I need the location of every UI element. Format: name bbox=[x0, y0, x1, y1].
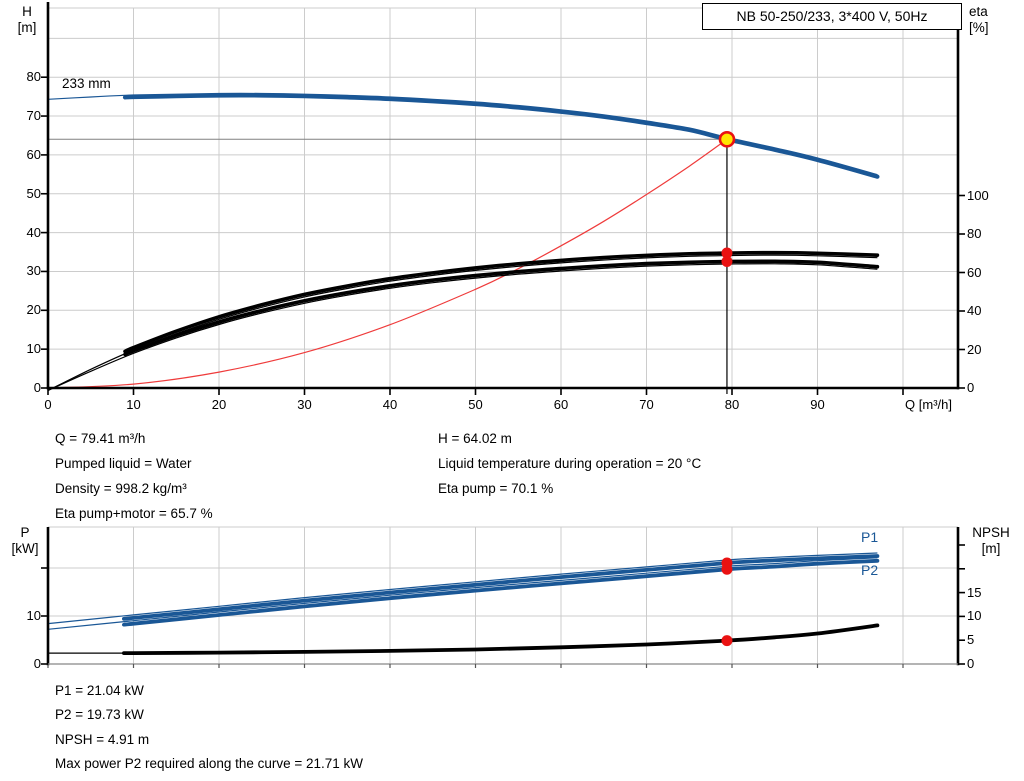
system-curve-curve-thin bbox=[47, 138, 728, 389]
npsh-axis-title: NPSH [m] bbox=[962, 525, 1020, 557]
eta-axis-tick-label: 40 bbox=[967, 303, 982, 318]
eta-axis-title-unit: [%] bbox=[969, 20, 989, 35]
info-density: Density = 998.2 kg/m³ bbox=[55, 481, 187, 496]
p-axis-title: P [kW] bbox=[6, 525, 44, 557]
info-eta-pump: Eta pump = 70.1 % bbox=[438, 481, 554, 496]
h-axis-tick-label: 40 bbox=[26, 224, 41, 240]
npsh-duty-dot[interactable] bbox=[721, 635, 733, 647]
p-axis-tick-label: 10 bbox=[26, 608, 41, 623]
p1-curve bbox=[121, 554, 880, 621]
npsh-curve bbox=[121, 623, 880, 656]
eta-pump-motor-curve-thin bbox=[47, 263, 878, 392]
result-max-power: Max power P2 required along the curve = … bbox=[55, 756, 364, 771]
p2-curve-thin bbox=[47, 557, 878, 630]
npsh-axis-tick-label: 10 bbox=[967, 608, 982, 624]
duty-point-marker[interactable] bbox=[718, 130, 736, 148]
eta-pump-motor-duty-dot bbox=[721, 256, 733, 268]
h-axis-tick-label: 0 bbox=[33, 380, 41, 395]
info-pumped-liquid: Pumped liquid = Water bbox=[55, 456, 192, 471]
eta-axis-tick-label: 100 bbox=[967, 187, 989, 203]
p2-curve-label: P2 bbox=[861, 562, 879, 578]
q-axis-tick-label: 70 bbox=[639, 397, 654, 412]
eta-pump-duty-dot bbox=[721, 247, 733, 259]
info-h: H = 64.02 m bbox=[438, 431, 512, 446]
npsh-axis-tick-label: 5 bbox=[967, 632, 975, 648]
pump-model-title: NB 50-250/233, 3*400 V, 50Hz bbox=[702, 3, 962, 30]
q-axis-unit-label: Q [m³/h] bbox=[905, 397, 952, 412]
q-axis-tick-label: 30 bbox=[297, 397, 312, 412]
npsh-axis-tick-label: 0 bbox=[967, 656, 975, 671]
result-p1: P1 = 21.04 kW bbox=[55, 683, 144, 698]
q-axis-tick-label: 10 bbox=[126, 397, 141, 412]
npsh-axis-title-unit: [m] bbox=[981, 541, 1001, 556]
p2-curve bbox=[121, 558, 880, 627]
h-axis-tick-label: 70 bbox=[26, 108, 41, 124]
h-axis-tick-label: 30 bbox=[26, 263, 41, 279]
q-axis-tick-label: 90 bbox=[810, 397, 825, 412]
info-eta-pump-motor: Eta pump+motor = 65.7 % bbox=[55, 506, 213, 521]
head-233mm-curve bbox=[122, 93, 880, 179]
p1-curve-thin bbox=[47, 552, 878, 625]
q-axis-tick-label: 60 bbox=[553, 397, 569, 412]
q-axis-tick-label: 40 bbox=[382, 397, 398, 412]
eta-axis-tick-label: 20 bbox=[967, 341, 982, 357]
eta-axis-tick-label: 80 bbox=[967, 226, 982, 241]
eta-axis-tick-label: 0 bbox=[967, 380, 975, 395]
result-npsh: NPSH = 4.91 m bbox=[55, 732, 150, 747]
h-axis-title: H [m] bbox=[10, 4, 44, 36]
info-q: Q = 79.41 m³/h bbox=[55, 431, 146, 446]
q-axis-tick-label: 0 bbox=[44, 397, 52, 412]
eta-axis-tick-label: 60 bbox=[967, 264, 982, 280]
info-liquid-temp: Liquid temperature during operation = 20… bbox=[438, 456, 702, 471]
q-axis-tick-label: 80 bbox=[724, 397, 740, 412]
head-233mm-curve-thin bbox=[47, 92, 878, 176]
p1-curve-label: P1 bbox=[861, 529, 879, 545]
npsh-axis-tick-label: 15 bbox=[967, 584, 982, 600]
h-axis-tick-label: 10 bbox=[26, 341, 41, 357]
p-axis-tick-label: 0 bbox=[33, 656, 41, 671]
h-axis-tick-label: 80 bbox=[26, 69, 41, 85]
q-axis-tick-label: 20 bbox=[211, 397, 227, 412]
result-p2: P2 = 19.73 kW bbox=[55, 707, 144, 722]
eta-axis-title: eta [%] bbox=[969, 4, 1015, 36]
h-axis-title-symbol: H bbox=[22, 4, 32, 19]
p-axis-title-symbol: P bbox=[20, 525, 30, 540]
h-axis-title-unit: [m] bbox=[17, 20, 37, 35]
q-axis-tick-label: 50 bbox=[468, 397, 483, 412]
h-axis-tick-label: 50 bbox=[26, 185, 41, 201]
p-axis-title-unit: [kW] bbox=[11, 541, 39, 556]
p2-duty-dot[interactable] bbox=[721, 563, 733, 575]
npsh-axis-title-symbol: NPSH bbox=[972, 525, 1010, 540]
eta-axis-title-symbol: eta bbox=[969, 4, 988, 19]
h-axis-tick-label: 20 bbox=[26, 302, 41, 318]
impeller-diameter-label: 233 mm bbox=[62, 76, 111, 91]
h-axis-tick-label: 60 bbox=[26, 146, 41, 162]
